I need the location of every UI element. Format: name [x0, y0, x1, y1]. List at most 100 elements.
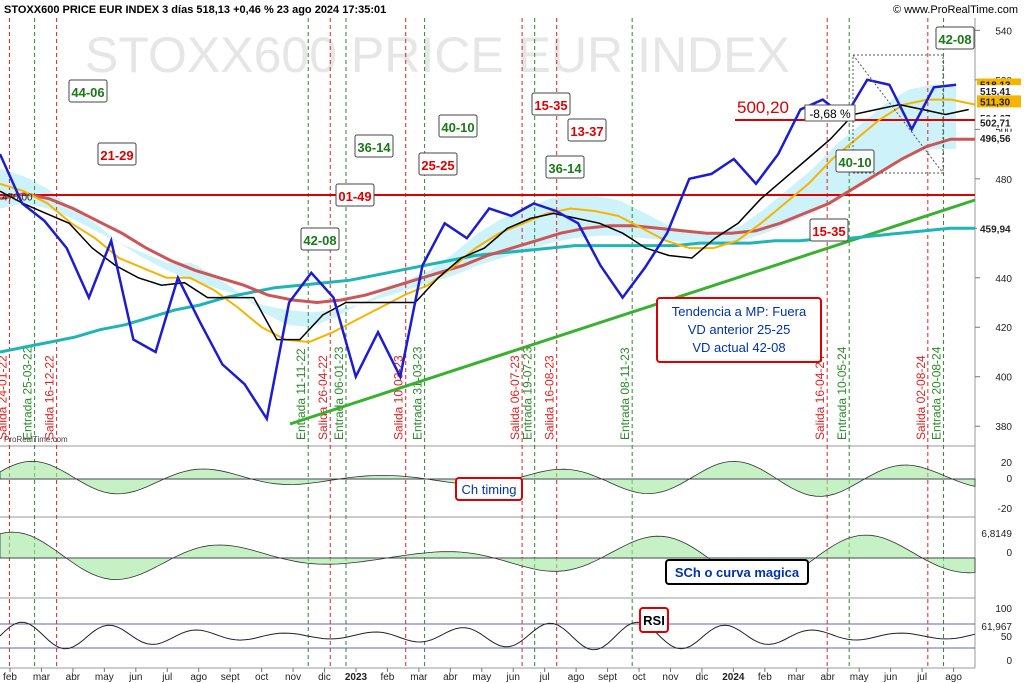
x-tick-label: oct	[255, 672, 269, 683]
rsi-tick: 100	[995, 604, 1012, 615]
score-box	[545, 155, 585, 179]
black-line	[0, 103, 969, 341]
x-tick-label: nov	[285, 672, 301, 683]
signal-label: Entrada 10-05-24	[835, 346, 849, 440]
timing-tick: 0	[1006, 474, 1012, 485]
score-box	[335, 183, 375, 207]
level-470-label: 470,00	[2, 193, 33, 204]
timing-tick: 20	[1001, 458, 1013, 469]
signal-label: Entrada 06-01-23	[332, 346, 346, 440]
x-tick-label: ago	[945, 672, 962, 683]
time-axis: feb mar abr may jun jul ago sept oct nov dic 2023 fe…	[3, 668, 962, 683]
signal-label: Entrada 31-03-23	[411, 346, 425, 440]
level-label: 511,30	[980, 97, 1010, 108]
x-tick-label: dic	[696, 672, 709, 683]
signal-label: Entrada 25-03-22	[21, 346, 35, 440]
curve-tick: 6,8149	[981, 529, 1012, 540]
signal-label: Salida 10-03-23	[392, 355, 406, 440]
score-box-label: 36-14	[548, 161, 582, 176]
x-tick-label: oct	[632, 672, 646, 683]
level-label-bg	[977, 116, 1021, 129]
signal-label: Salida 06-07-23	[508, 355, 522, 440]
score-box	[418, 152, 458, 176]
x-tick-label: jun	[506, 672, 520, 683]
trend-box-line-1: Tendencia a MP: Fuera	[672, 304, 807, 319]
score-box	[68, 79, 108, 103]
level-label: 459,94	[980, 224, 1011, 235]
x-tick-label: ago	[190, 672, 207, 683]
level-label-bg	[977, 85, 1021, 98]
score-box-label: 44-06	[71, 85, 104, 100]
brand-link[interactable]: © www.ProRealTime.com	[893, 4, 1018, 16]
x-tick-label: may	[95, 672, 114, 683]
score-box	[438, 114, 478, 138]
timing-label-box	[455, 477, 523, 501]
score-box-label: 40-10	[441, 120, 474, 135]
x-tick-label: sept	[598, 672, 617, 683]
score-box-label: 42-08	[938, 32, 971, 47]
y-tick-label: 420	[995, 323, 1012, 334]
rsi-tick: 0	[1006, 656, 1012, 667]
x-tick-label: abr	[443, 672, 458, 683]
pct-label: -8,68 %	[809, 107, 851, 121]
x-tick-label: mar	[788, 672, 806, 683]
score-box-label: 15-35	[534, 98, 567, 113]
score-box	[809, 218, 849, 242]
x-tick-label: 2023	[345, 672, 368, 683]
signal-label: Salida 24-01-22	[0, 355, 9, 440]
x-tick-label: dic	[318, 672, 331, 683]
drawdown-diagonal	[852, 54, 944, 174]
curve-label-box	[665, 559, 809, 585]
timing-label: Ch timing	[462, 482, 517, 497]
x-tick-label: sept	[221, 672, 240, 683]
trend-box-line-3: VD actual 42-08	[692, 340, 785, 355]
score-box	[935, 26, 975, 50]
x-tick-label: mar	[410, 672, 428, 683]
x-tick-label: nov	[662, 672, 678, 683]
x-tick-label: feb	[3, 672, 17, 683]
score-box-label: 40-10	[838, 155, 871, 170]
chart-title: STOXX600 PRICE EUR INDEX 3 días 518,13 +…	[4, 4, 386, 16]
rsi-line	[0, 621, 976, 651]
score-box	[835, 149, 875, 173]
signal-label: Salida 26-04-22	[316, 355, 330, 440]
orange-ma-line	[0, 98, 976, 344]
y-tick-label: 440	[995, 274, 1012, 285]
x-tick-label: jul	[539, 672, 550, 683]
rsi-tick: 61,967	[981, 622, 1012, 633]
maroon-ma-line	[0, 137, 975, 305]
x-tick-label: jul	[161, 672, 172, 683]
signal-label: Entrada 11-11-22	[294, 348, 308, 440]
x-tick-label: jun	[883, 672, 897, 683]
score-box	[567, 118, 607, 142]
x-tick-label: abr	[821, 672, 836, 683]
timing-tick: -20	[998, 504, 1013, 515]
score-box-label: 25-25	[421, 158, 454, 173]
x-tick-label: feb	[380, 672, 394, 683]
score-box	[531, 92, 571, 116]
score-box-label: 21-29	[100, 148, 133, 163]
y-tick-label: 480	[995, 175, 1012, 186]
footer-brand: ProRealTime.com	[4, 435, 68, 444]
rsi-label-box	[639, 607, 669, 633]
signal-label: Salida 02-08-24	[914, 355, 928, 440]
y-tick-label: 380	[995, 422, 1012, 433]
trend-box-line-2: VD anterior 25-25	[688, 322, 791, 337]
score-box	[354, 134, 394, 158]
score-box	[97, 142, 137, 166]
x-tick-label: may	[850, 672, 869, 683]
curve-label: SCh o curva magica	[675, 565, 800, 580]
level-label: 496,56	[980, 134, 1011, 145]
y-tick-label: 400	[995, 373, 1012, 384]
series-lines	[0, 78, 976, 423]
watermark: STOXX600 PRICE EUR INDEX	[85, 27, 790, 83]
rsi-tick: 50	[1001, 632, 1013, 643]
score-box-label: 13-37	[570, 124, 603, 139]
level-label-bg	[977, 95, 1021, 108]
score-box-label: 15-35	[812, 224, 845, 239]
resistance-label: 500,20	[737, 98, 789, 117]
x-tick-label: jun	[128, 672, 142, 683]
y-tick-label: 500	[995, 125, 1012, 136]
